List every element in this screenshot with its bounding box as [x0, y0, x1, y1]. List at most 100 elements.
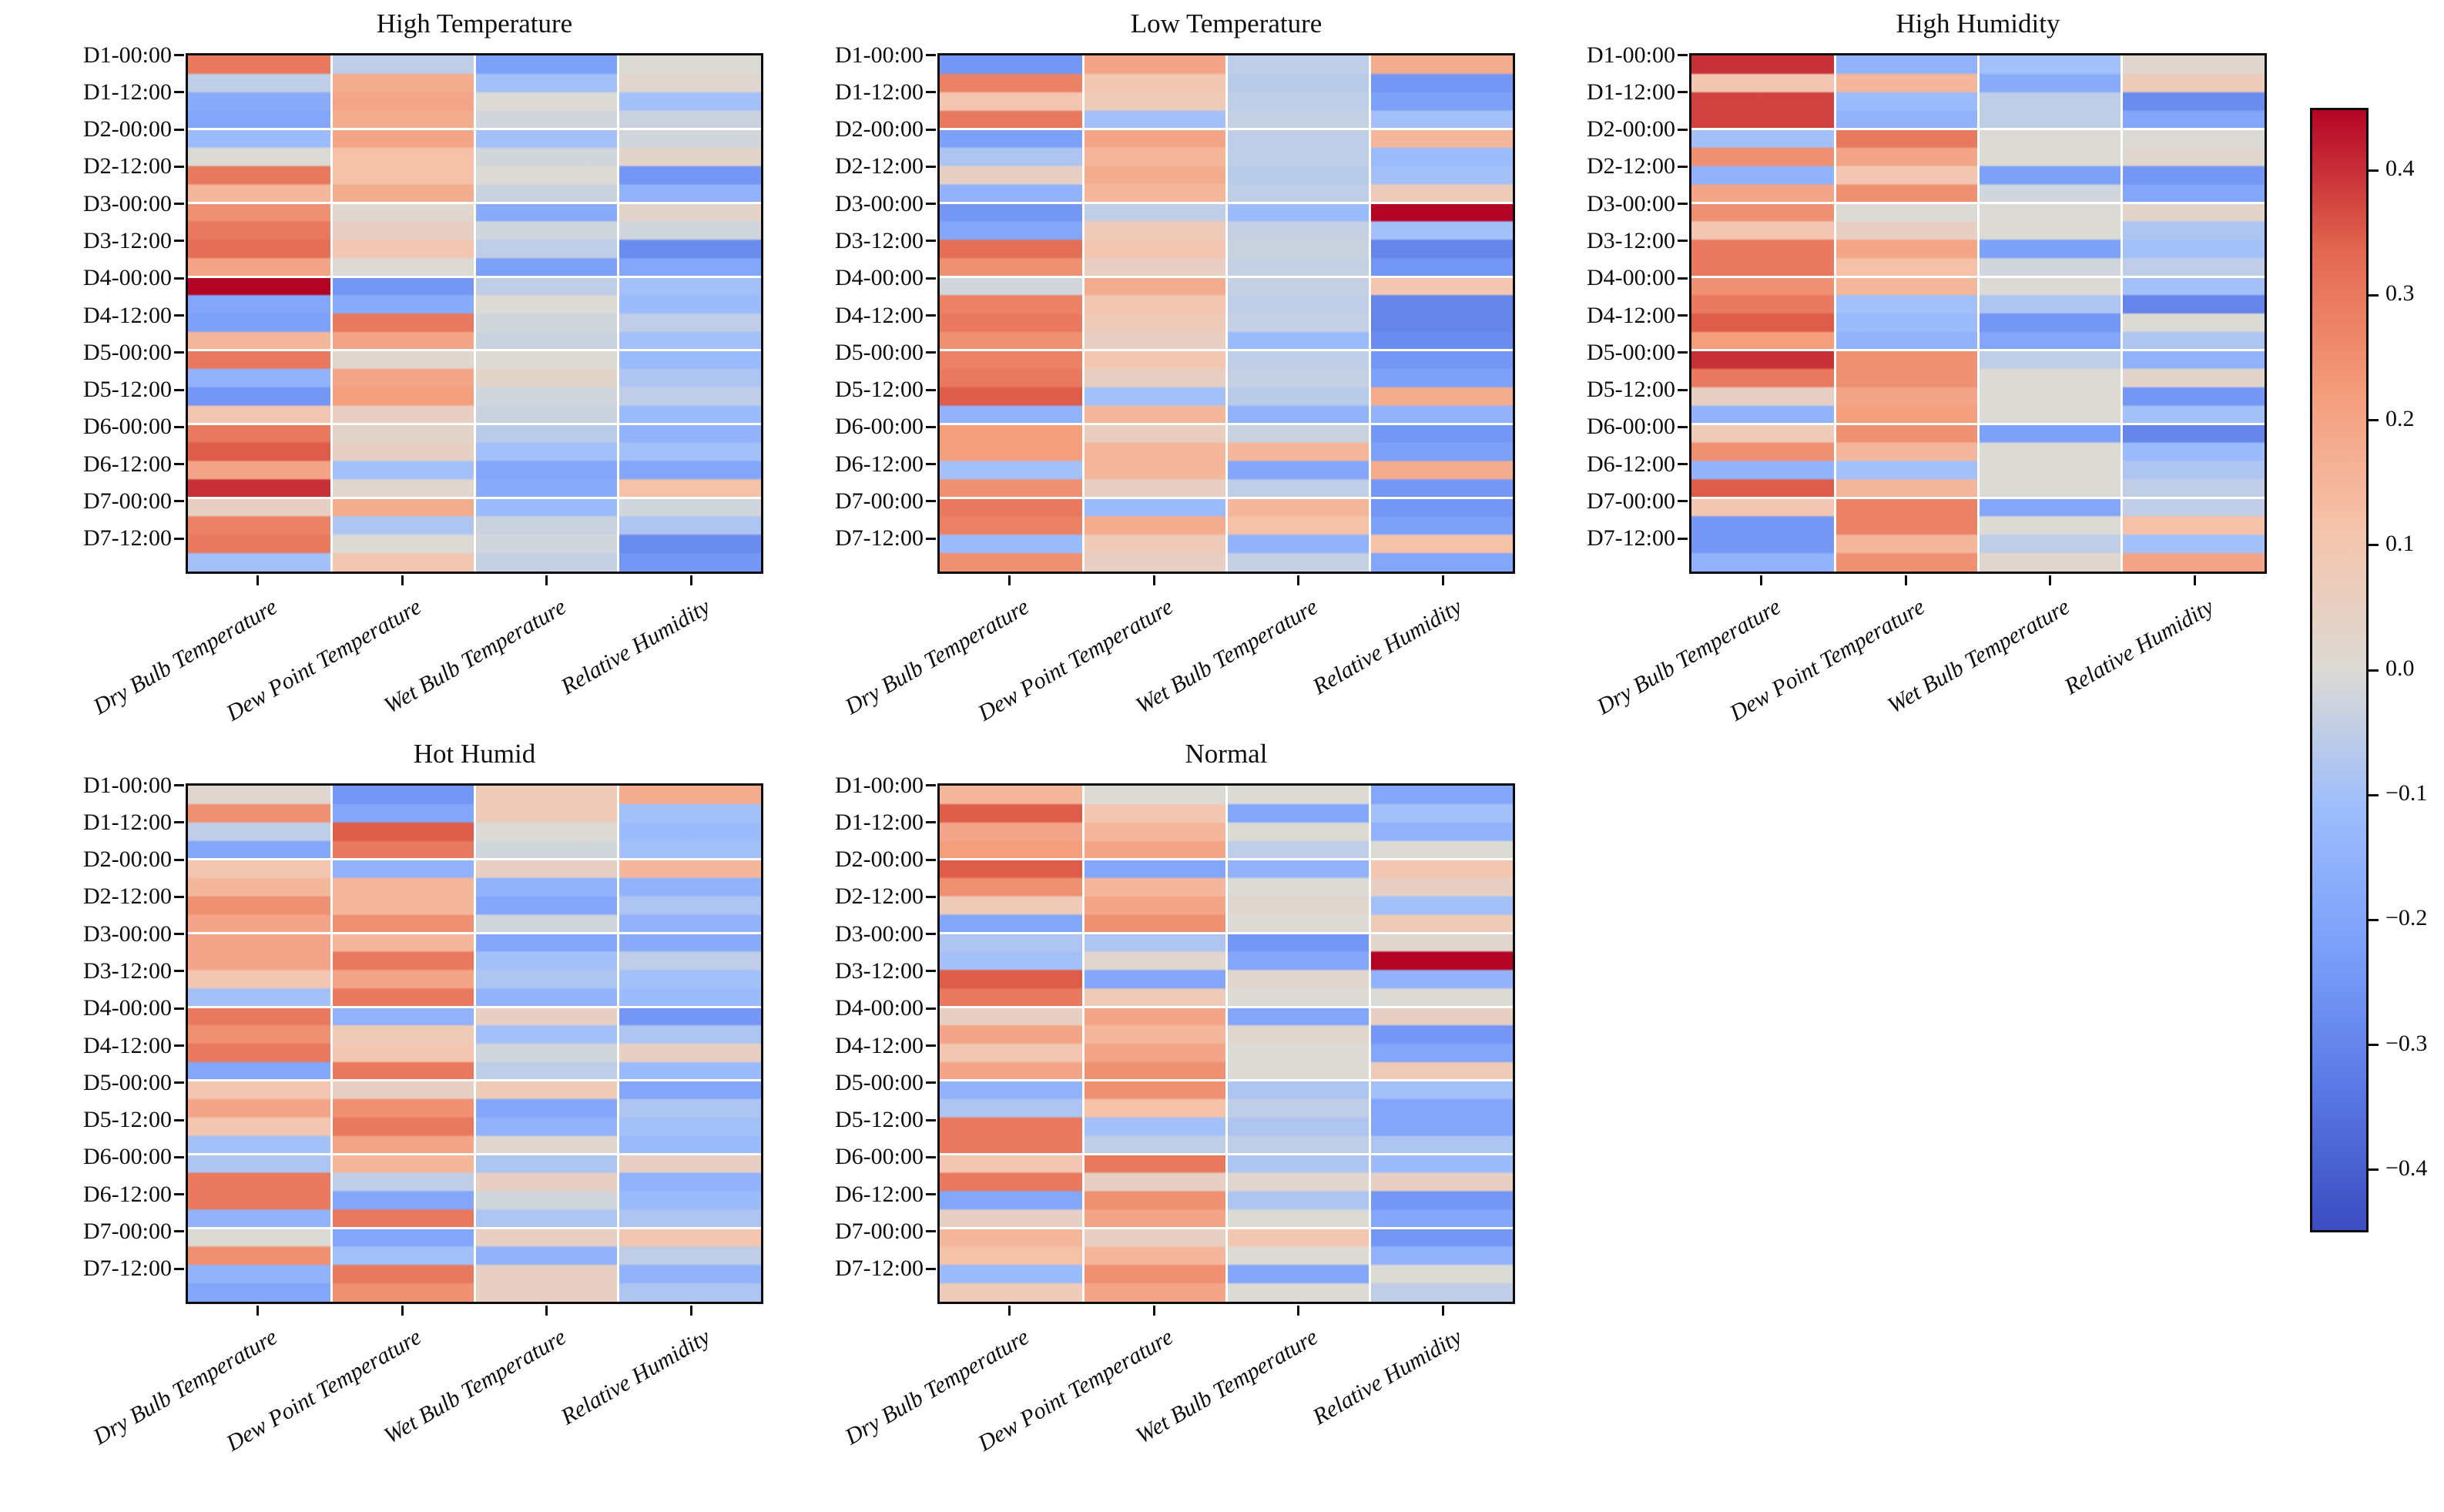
- colorbar-tick-label: −0.1: [2385, 780, 2428, 806]
- y-axis-tick: [926, 240, 936, 243]
- y-axis-tick: [926, 1081, 936, 1085]
- day-separator: [188, 1079, 761, 1082]
- y-axis-tick-label: D5-12:00: [1587, 377, 1675, 403]
- day-separator: [188, 1226, 761, 1229]
- y-axis-tick-label: D3-12:00: [835, 957, 924, 984]
- day-separator: [940, 201, 1513, 204]
- y-axis-tick: [174, 1230, 184, 1233]
- heatmap-column-dry-bulb-temperature: [940, 786, 1083, 1302]
- y-axis-tick-label: D1-12:00: [1587, 79, 1675, 105]
- x-axis-tick: [545, 575, 548, 585]
- column-separator: [1225, 55, 1228, 572]
- y-axis-tick: [174, 54, 184, 56]
- x-axis-tick: [1760, 575, 1763, 585]
- y-axis-tick-label: D4-00:00: [835, 265, 924, 291]
- column-separator: [1225, 786, 1228, 1302]
- y-axis-tick-label: D7-12:00: [835, 525, 924, 551]
- day-separator: [940, 423, 1513, 426]
- column-separator: [473, 55, 476, 572]
- y-axis-tick-label: D2-12:00: [835, 883, 924, 910]
- y-axis-tick: [1678, 500, 1688, 503]
- y-axis-tick-label: D6-00:00: [835, 1144, 924, 1170]
- y-axis-tick: [926, 54, 936, 56]
- y-axis-tick: [926, 91, 936, 94]
- x-axis-tick-label: Wet Bulb Temperature: [1131, 1324, 1323, 1449]
- x-axis-tick: [689, 575, 692, 585]
- y-axis-tick: [174, 1044, 184, 1047]
- heatmap-column-dew-point-temperature: [331, 786, 474, 1302]
- y-axis-tick: [174, 425, 184, 428]
- y-axis-tick: [926, 933, 936, 936]
- y-axis-tick-label: D6-12:00: [835, 1181, 924, 1207]
- x-axis-tick: [1297, 1306, 1300, 1316]
- x-axis-tick: [1441, 575, 1444, 585]
- heatmap-column-wet-bulb-temperature: [1226, 786, 1370, 1302]
- day-separator: [940, 1079, 1513, 1082]
- day-separator: [188, 931, 761, 934]
- day-separator: [940, 858, 1513, 861]
- y-axis-tick-label: D2-00:00: [83, 116, 172, 142]
- y-axis-tick: [174, 1081, 184, 1085]
- colorbar-tick: [2369, 1168, 2379, 1172]
- y-axis-tick-label: D4-12:00: [1587, 302, 1675, 328]
- y-axis-tick: [926, 463, 936, 466]
- x-axis-tick: [1152, 575, 1155, 585]
- y-axis-tick-label: D6-00:00: [83, 414, 172, 440]
- heatmap-column-dew-point-temperature: [1083, 55, 1226, 572]
- day-separator: [188, 496, 761, 499]
- colorbar-tick: [2369, 293, 2379, 297]
- colorbar-tick: [2369, 169, 2379, 172]
- column-separator: [330, 786, 333, 1302]
- day-separator: [188, 1153, 761, 1156]
- colorbar-tick: [2369, 1044, 2379, 1047]
- x-axis-tick-label: Dew Point Temperature: [974, 1324, 1178, 1457]
- day-separator: [940, 1226, 1513, 1229]
- column-separator: [616, 786, 619, 1302]
- y-axis-tick: [174, 537, 184, 540]
- heatmap-column-dew-point-temperature: [1083, 786, 1226, 1302]
- y-axis-tick-label: D1-00:00: [835, 772, 924, 798]
- x-axis-tick: [1008, 1306, 1011, 1316]
- heatmap-column-wet-bulb-temperature: [474, 786, 618, 1302]
- y-axis-tick-label: D6-00:00: [83, 1144, 172, 1170]
- panel-title-hot-humid: Hot Humid: [413, 739, 536, 769]
- y-axis-tick-label: D6-12:00: [83, 451, 172, 477]
- y-axis-tick-label: D5-12:00: [83, 1107, 172, 1133]
- column-separator: [1368, 55, 1371, 572]
- y-axis-tick-label: D5-00:00: [835, 1069, 924, 1095]
- y-axis-tick: [926, 1155, 936, 1158]
- column-separator: [330, 55, 333, 572]
- x-axis-tick: [256, 575, 260, 585]
- x-axis-tick: [401, 575, 404, 585]
- y-axis-tick: [1678, 463, 1688, 466]
- y-axis-tick: [174, 858, 184, 861]
- y-axis-tick: [1678, 425, 1688, 428]
- x-axis-tick-label: Dry Bulb Temperature: [840, 1324, 1034, 1450]
- y-axis-tick: [926, 784, 936, 786]
- heatmap-column-relative-humidity: [1370, 786, 1513, 1302]
- day-separator: [940, 128, 1513, 131]
- column-separator: [473, 786, 476, 1302]
- y-axis-tick-label: D1-00:00: [835, 42, 924, 68]
- y-axis-tick-label: D7-00:00: [835, 488, 924, 514]
- y-axis-tick-label: D3-00:00: [835, 190, 924, 216]
- x-axis-tick-label: Relative Humidity: [1308, 1324, 1467, 1430]
- y-axis-tick-label: D1-12:00: [83, 79, 172, 105]
- colorbar-tick-label: 0.2: [2385, 405, 2415, 431]
- y-axis-tick-label: D2-12:00: [835, 153, 924, 179]
- y-axis-tick: [1678, 128, 1688, 131]
- x-axis-tick: [2049, 575, 2052, 585]
- colorbar-tick-label: 0.4: [2385, 156, 2415, 182]
- x-axis-tick-label: Dew Point Temperature: [222, 1324, 426, 1457]
- colorbar-tick-label: 0.0: [2385, 655, 2415, 681]
- day-separator: [1691, 201, 2265, 204]
- colorbar: [2310, 108, 2369, 1232]
- column-separator: [1081, 786, 1085, 1302]
- y-axis-tick-label: D2-12:00: [83, 153, 172, 179]
- y-axis-tick-label: D2-12:00: [83, 883, 172, 910]
- y-axis-tick: [926, 1230, 936, 1233]
- day-separator: [1691, 275, 2265, 278]
- y-axis-tick: [174, 128, 184, 131]
- y-axis-tick-label: D2-00:00: [835, 116, 924, 142]
- y-axis-tick: [1678, 165, 1688, 168]
